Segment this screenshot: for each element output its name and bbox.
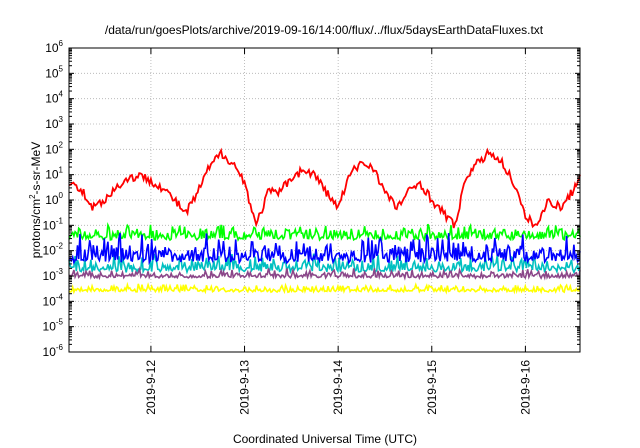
y-tick-label: 102 <box>45 140 63 156</box>
y-tick-label: 10-4 <box>43 292 64 308</box>
y-tick-label: 10-3 <box>43 267 64 283</box>
y-axis-ticks: 10-610-510-410-310-210-11001011021031041… <box>43 39 580 359</box>
x-tick-label: 2019-9-13 <box>238 360 252 415</box>
y-tick-base: 10 <box>43 218 57 232</box>
x-axis-ticks: 2019-9-12 2019-9-13 2019-9-14 2019-9-15 2019… <box>144 48 532 415</box>
y-tick-base: 10 <box>43 294 57 308</box>
y-tick-label: 10-1 <box>43 216 64 232</box>
series-line <box>68 266 581 281</box>
y-tick-exponent: 6 <box>59 39 64 48</box>
y-tick-base: 10 <box>43 345 57 359</box>
y-axis-label-exponent: 2 <box>28 194 37 199</box>
y-tick-exponent: 4 <box>59 90 64 99</box>
y-tick-label: 101 <box>45 166 63 182</box>
y-tick-base: 10 <box>43 269 57 283</box>
series-line <box>68 232 581 266</box>
y-tick-base: 10 <box>45 66 59 80</box>
y-axis-label-part: protons/cm <box>29 199 43 258</box>
y-tick-label: 105 <box>45 64 63 80</box>
x-tick-label: 2019-9-16 <box>518 360 532 415</box>
y-tick-base: 10 <box>45 92 59 106</box>
y-tick-base: 10 <box>43 244 57 258</box>
y-tick-base: 10 <box>43 320 57 334</box>
y-tick-label: 106 <box>45 39 63 55</box>
y-tick-base: 10 <box>45 193 59 207</box>
y-tick-exponent: 5 <box>59 64 64 73</box>
y-axis-label-part: -s-sr-MeV <box>29 142 43 195</box>
chart-title: /data/run/goesPlots/archive/2019-09-16/1… <box>105 23 544 37</box>
y-tick-exponent: -5 <box>56 318 64 327</box>
y-tick-exponent: -3 <box>56 267 64 276</box>
y-tick-base: 10 <box>45 168 59 182</box>
y-tick-exponent: 3 <box>59 115 64 124</box>
y-tick-exponent: 0 <box>59 191 64 200</box>
y-tick-base: 10 <box>45 142 59 156</box>
series-layer <box>68 147 581 295</box>
y-tick-base: 10 <box>45 41 59 55</box>
y-tick-label: 10-2 <box>43 242 64 258</box>
series-line <box>68 147 581 229</box>
y-tick-exponent: -4 <box>56 292 64 301</box>
y-tick-label: 103 <box>45 115 63 131</box>
y-tick-label: 104 <box>45 90 63 106</box>
y-tick-label: 100 <box>45 191 63 207</box>
y-tick-label: 10-5 <box>43 318 64 334</box>
series-line <box>68 222 581 243</box>
series-line <box>68 281 581 295</box>
y-tick-exponent: -2 <box>56 242 64 251</box>
y-tick-exponent: -1 <box>56 216 64 225</box>
x-tick-label: 2019-9-14 <box>331 360 345 415</box>
y-tick-base: 10 <box>45 117 59 131</box>
y-tick-exponent: 1 <box>59 166 64 175</box>
y-axis-label: protons/cm2-s-sr-MeV <box>28 142 43 258</box>
x-tick-label: 2019-9-12 <box>144 360 158 415</box>
y-tick-exponent: -6 <box>56 343 64 352</box>
grid-lines <box>69 48 580 352</box>
x-tick-label: 2019-9-15 <box>425 360 439 415</box>
x-axis-label: Coordinated Universal Time (UTC) <box>233 432 417 446</box>
y-tick-label: 10-6 <box>43 343 64 359</box>
y-tick-exponent: 2 <box>59 140 64 149</box>
